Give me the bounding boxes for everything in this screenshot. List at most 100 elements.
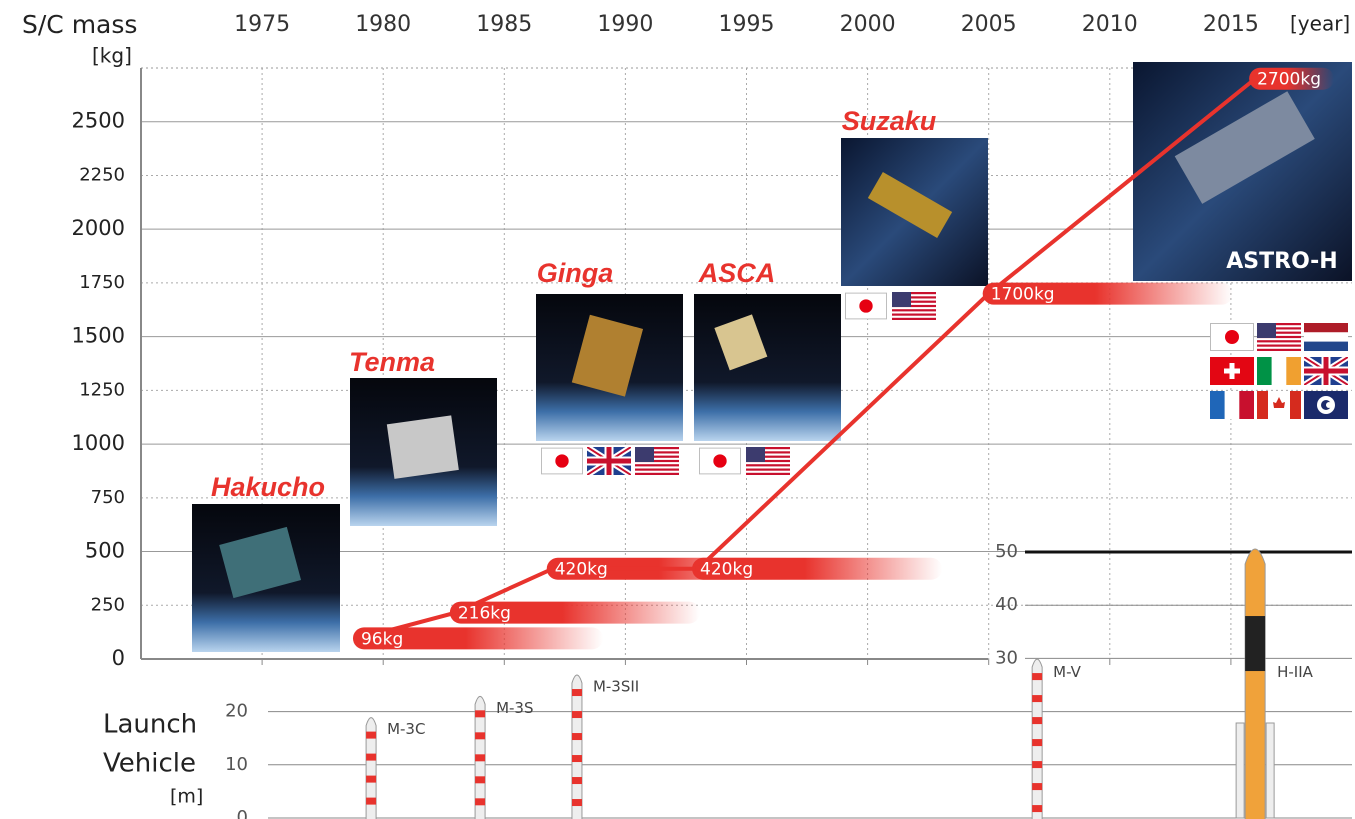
value-label: 420kg xyxy=(555,560,608,580)
rocket-band xyxy=(571,777,582,785)
x-tick-label: 2005 xyxy=(961,12,1017,37)
chart-title: Vehicle xyxy=(103,749,196,779)
value-label: 216kg xyxy=(458,604,511,624)
y-axis-label: [m] xyxy=(170,786,203,808)
rocket-band xyxy=(475,754,486,762)
satellite-image xyxy=(1174,91,1315,204)
rocket-band xyxy=(475,776,486,784)
rocket xyxy=(1244,548,1266,819)
x-tick-label: 1985 xyxy=(476,12,532,37)
flag xyxy=(1257,323,1301,351)
satellite-name: Ginga xyxy=(537,258,614,288)
value-label: 420kg xyxy=(700,560,753,580)
rocket-band xyxy=(475,710,486,718)
flag xyxy=(1257,391,1301,419)
y-tick-label: 1250 xyxy=(79,379,125,400)
rocket-band xyxy=(1032,695,1043,703)
flag xyxy=(635,447,679,475)
vehicle-label: M-V xyxy=(1053,663,1081,681)
satellite-image xyxy=(386,415,459,479)
rocket-band xyxy=(366,731,377,739)
flag xyxy=(1304,357,1348,385)
rocket xyxy=(365,717,377,819)
rocket-band xyxy=(571,799,582,807)
value-pill xyxy=(352,627,603,650)
rocket-band xyxy=(1032,739,1043,747)
photos xyxy=(192,62,1352,652)
rocket xyxy=(1031,658,1043,819)
y-tick-label: 40 xyxy=(995,594,1018,615)
y-tick-label: 2500 xyxy=(72,109,125,133)
satellite-image xyxy=(571,314,644,397)
chart-title: S/C mass xyxy=(22,10,137,39)
satellite-name: Hakucho xyxy=(211,472,325,502)
y-tick-label: 1500 xyxy=(72,324,125,348)
data-point xyxy=(985,290,992,297)
rocket-band xyxy=(1032,783,1043,791)
value-label: 96kg xyxy=(361,629,403,649)
flag xyxy=(1210,391,1254,419)
flag xyxy=(1210,323,1254,351)
vehicle-label: M-3S xyxy=(496,699,533,717)
flag xyxy=(892,292,936,320)
data-point xyxy=(355,635,362,642)
y-tick-label: 750 xyxy=(91,487,125,508)
y-tick-label: 50 xyxy=(995,541,1018,562)
satellite-name: ASTRO-H xyxy=(1226,249,1337,274)
data-point xyxy=(452,609,459,616)
rocket-band xyxy=(366,775,377,783)
rocket-band xyxy=(571,733,582,741)
y-tick-label: 30 xyxy=(995,647,1018,668)
booster xyxy=(1235,722,1245,819)
data-point xyxy=(1252,75,1259,82)
vehicle-label: M-3SII xyxy=(593,678,639,696)
rocket-band xyxy=(1032,761,1043,769)
x-tick-label: 1990 xyxy=(597,12,653,37)
value-pill xyxy=(982,282,1233,305)
plot: 96kg 216kg 420kg 420kg 1700kg 2700kg xyxy=(352,67,1334,819)
flag xyxy=(541,447,583,475)
y-tick-label: 500 xyxy=(85,539,125,563)
flag xyxy=(1304,391,1348,419)
rocket xyxy=(571,674,583,819)
flag xyxy=(699,447,741,475)
satellite-name: Suzaku xyxy=(842,106,937,136)
rocket-band xyxy=(571,711,582,719)
x-tick-label: 2000 xyxy=(840,12,896,37)
y-tick-label: 1000 xyxy=(72,431,125,455)
satellite-image xyxy=(219,526,302,599)
x-tick-label: 2015 xyxy=(1203,12,1259,37)
mass-line xyxy=(358,77,1257,641)
x-tick-label: 1975 xyxy=(234,12,290,37)
x-tick-label: 1980 xyxy=(355,12,411,37)
rocket-band xyxy=(571,689,582,697)
y-tick-label: 2000 xyxy=(72,216,125,240)
flag xyxy=(845,292,887,320)
rocket-band xyxy=(1245,616,1266,672)
y-tick-label: 250 xyxy=(91,594,125,615)
rocket-band xyxy=(1032,717,1043,725)
satellite-image xyxy=(714,314,768,371)
value-pill xyxy=(449,601,700,624)
value-label: 1700kg xyxy=(991,285,1055,305)
rocket-band xyxy=(1032,673,1043,681)
value-label: 2700kg xyxy=(1257,70,1321,90)
value-pill xyxy=(1249,67,1334,90)
y-tick-label: 1750 xyxy=(79,272,125,293)
data-point xyxy=(695,565,702,572)
x-axis-label: [year] xyxy=(1290,12,1350,36)
rocket-band xyxy=(366,753,377,761)
y-tick-label: 0 xyxy=(112,646,125,670)
rocket-band xyxy=(366,797,377,805)
photo xyxy=(694,294,841,441)
rocket-band xyxy=(475,798,486,806)
satellite-name: ASCA xyxy=(698,258,776,288)
x-tick-label: 2010 xyxy=(1082,12,1138,37)
x-tick-label: 1995 xyxy=(719,12,775,37)
flag xyxy=(746,447,790,475)
rocket-band xyxy=(475,732,486,740)
vehicle-label: H-IIA xyxy=(1277,663,1314,681)
rocket-band xyxy=(571,755,582,763)
chart-title: Launch xyxy=(103,710,197,740)
